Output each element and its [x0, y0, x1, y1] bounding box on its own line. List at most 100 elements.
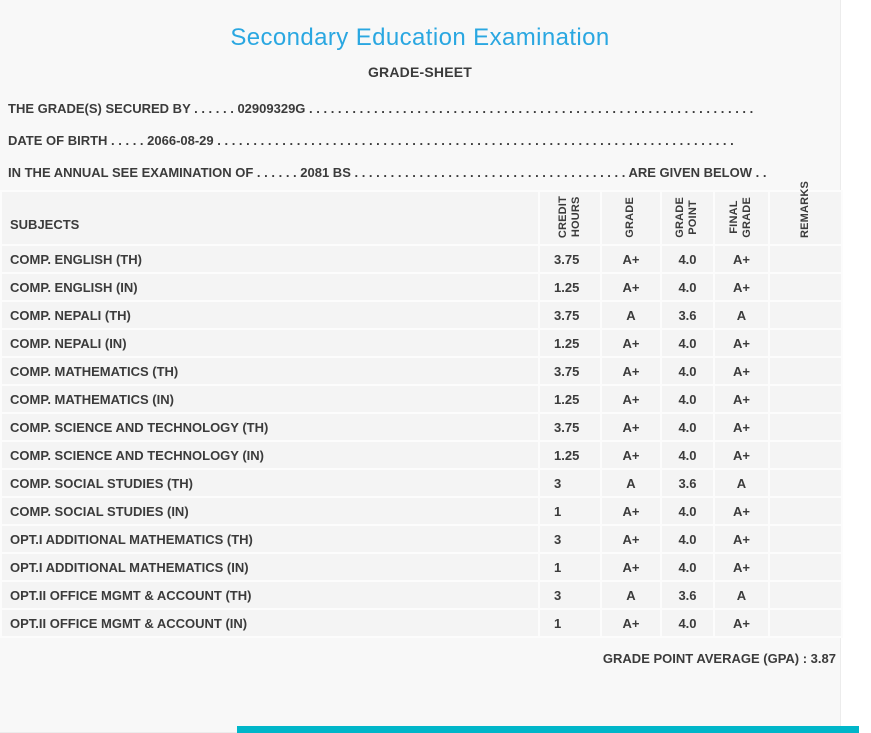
page-title: Secondary Education Examination [230, 24, 610, 51]
credit-hours-column-header: CREDIT HOURS [538, 190, 602, 246]
cell-remarks [768, 608, 843, 638]
cell-subject: OPT.I ADDITIONAL MATHEMATICS (TH) [0, 524, 540, 554]
table-row: COMP. SCIENCE AND TECHNOLOGY (IN) 1.25 A… [0, 440, 843, 470]
cell-credit-hours: 1.25 [538, 384, 602, 414]
cell-grade-point: 4.0 [660, 244, 715, 274]
grade-point-column-header: GRADE POINT [660, 190, 715, 246]
cell-grade-point: 4.0 [660, 524, 715, 554]
cell-final-grade: A+ [713, 272, 770, 302]
cell-final-grade: A [713, 468, 770, 498]
gpa-summary: GRADE POINT AVERAGE (GPA) : 3.87 [602, 651, 836, 666]
cell-credit-hours: 3.75 [538, 300, 602, 330]
final-grade-column-label: FINAL GRADE [728, 197, 754, 238]
cell-grade: A+ [600, 244, 662, 274]
cell-subject: COMP. SOCIAL STUDIES (TH) [0, 468, 540, 498]
credit-hours-column-label: CREDIT HOURS [556, 195, 582, 238]
cell-subject: OPT.II OFFICE MGMT & ACCOUNT (IN) [0, 608, 540, 638]
cell-grade-point: 4.0 [660, 552, 715, 582]
cell-remarks [768, 300, 843, 330]
cell-grade-point: 3.6 [660, 300, 715, 330]
cell-final-grade: A+ [713, 608, 770, 638]
grade-point-column-label: GRADE POINT [674, 197, 700, 238]
table-row: OPT.II OFFICE MGMT & ACCOUNT (IN) 1 A+ 4… [0, 608, 843, 638]
cell-grade: A+ [600, 412, 662, 442]
cell-credit-hours: 1 [538, 496, 602, 526]
cell-remarks [768, 272, 843, 302]
remarks-column-label: REMARKS [798, 180, 811, 238]
table-row: COMP. MATHEMATICS (TH) 3.75 A+ 4.0 A+ [0, 356, 843, 386]
cell-grade-point: 4.0 [660, 272, 715, 302]
table-header-row: SUBJECTS CREDIT HOURS GRADE GRADE POINT … [0, 181, 843, 246]
table-row: OPT.II OFFICE MGMT & ACCOUNT (TH) 3 A 3.… [0, 580, 843, 610]
cell-final-grade: A+ [713, 244, 770, 274]
cell-subject: COMP. SCIENCE AND TECHNOLOGY (IN) [0, 440, 540, 470]
gradesheet-subtitle: GRADE-SHEET [367, 64, 473, 80]
cell-grade: A+ [600, 328, 662, 358]
cell-credit-hours: 3 [538, 580, 602, 610]
cell-grade-point: 4.0 [660, 412, 715, 442]
cell-grade: A+ [600, 384, 662, 414]
cell-final-grade: A+ [713, 356, 770, 386]
cell-remarks [768, 244, 843, 274]
cell-final-grade: A [713, 580, 770, 610]
cell-remarks [768, 580, 843, 610]
gradesheet-page: Secondary Education Examination GRADE-SH… [0, 0, 843, 733]
table-row: COMP. SOCIAL STUDIES (IN) 1 A+ 4.0 A+ [0, 496, 843, 526]
table-row: COMP. ENGLISH (IN) 1.25 A+ 4.0 A+ [0, 272, 843, 302]
grades-secured-by-line: THE GRADE(S) SECURED BY . . . . . . 0290… [8, 101, 754, 116]
table-row: COMP. ENGLISH (TH) 3.75 A+ 4.0 A+ [0, 244, 843, 274]
date-of-birth-line: DATE OF BIRTH . . . . . 2066-08-29 . . .… [8, 133, 734, 148]
cell-grade-point: 4.0 [660, 608, 715, 638]
cell-subject: COMP. MATHEMATICS (IN) [0, 384, 540, 414]
cell-credit-hours: 3.75 [538, 244, 602, 274]
cell-final-grade: A+ [713, 412, 770, 442]
cell-subject: OPT.I ADDITIONAL MATHEMATICS (IN) [0, 552, 540, 582]
subjects-column-header: SUBJECTS [0, 190, 540, 246]
cell-final-grade: A [713, 300, 770, 330]
cell-subject: COMP. SCIENCE AND TECHNOLOGY (TH) [0, 412, 540, 442]
cell-grade-point: 4.0 [660, 496, 715, 526]
cell-final-grade: A+ [713, 384, 770, 414]
cell-credit-hours: 3.75 [538, 412, 602, 442]
cell-grade-point: 3.6 [660, 468, 715, 498]
cell-remarks [768, 328, 843, 358]
cell-grade-point: 4.0 [660, 356, 715, 386]
cell-subject: COMP. MATHEMATICS (TH) [0, 356, 540, 386]
cell-final-grade: A+ [713, 496, 770, 526]
cell-credit-hours: 3.75 [538, 356, 602, 386]
grades-table: SUBJECTS CREDIT HOURS GRADE GRADE POINT … [0, 181, 843, 638]
cell-grade: A+ [600, 496, 662, 526]
cell-final-grade: A+ [713, 328, 770, 358]
candidate-info: THE GRADE(S) SECURED BY . . . . . . 0290… [8, 93, 840, 189]
cell-credit-hours: 1 [538, 552, 602, 582]
cell-subject: COMP. NEPALI (IN) [0, 328, 540, 358]
table-row: COMP. SOCIAL STUDIES (TH) 3 A 3.6 A [0, 468, 843, 498]
cell-credit-hours: 3 [538, 468, 602, 498]
cell-remarks [768, 524, 843, 554]
cell-remarks [768, 496, 843, 526]
cell-final-grade: A+ [713, 552, 770, 582]
cell-remarks [768, 440, 843, 470]
cell-credit-hours: 3 [538, 524, 602, 554]
cell-final-grade: A+ [713, 440, 770, 470]
cell-grade-point: 4.0 [660, 384, 715, 414]
cell-subject: COMP. SOCIAL STUDIES (IN) [0, 496, 540, 526]
cell-subject: COMP. ENGLISH (IN) [0, 272, 540, 302]
cell-grade: A+ [600, 524, 662, 554]
table-row: COMP. NEPALI (TH) 3.75 A 3.6 A [0, 300, 843, 330]
footer-accent-bar [237, 726, 859, 733]
cell-grade-point: 3.6 [660, 580, 715, 610]
grade-column-header: GRADE [600, 190, 662, 246]
cell-remarks [768, 468, 843, 498]
table-row: OPT.I ADDITIONAL MATHEMATICS (IN) 1 A+ 4… [0, 552, 843, 582]
examination-year-line: IN THE ANNUAL SEE EXAMINATION OF . . . .… [8, 165, 766, 180]
cell-grade: A+ [600, 608, 662, 638]
final-grade-column-header: FINAL GRADE [713, 190, 770, 246]
cell-final-grade: A+ [713, 524, 770, 554]
cell-grade-point: 4.0 [660, 440, 715, 470]
table-row: COMP. SCIENCE AND TECHNOLOGY (TH) 3.75 A… [0, 412, 843, 442]
cell-subject: OPT.II OFFICE MGMT & ACCOUNT (TH) [0, 580, 540, 610]
cell-remarks [768, 412, 843, 442]
cell-credit-hours: 1.25 [538, 440, 602, 470]
remarks-column-header: REMARKS [768, 181, 843, 246]
